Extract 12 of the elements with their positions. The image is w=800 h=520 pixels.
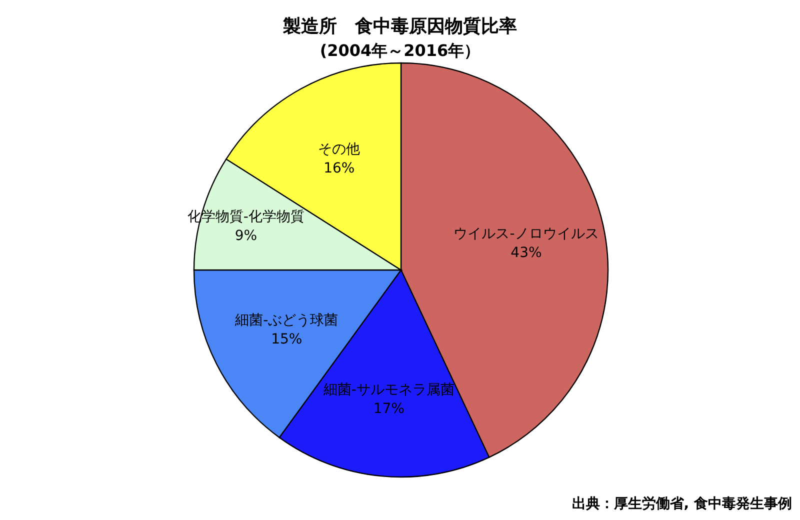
value-label: 17% bbox=[373, 400, 404, 417]
label: ウイルス-ノロウイルス bbox=[454, 226, 599, 242]
label: 細菌-サルモネラ属菌 bbox=[323, 382, 454, 398]
value-label: 16% bbox=[324, 160, 355, 177]
label: その他 bbox=[318, 142, 360, 158]
value-label: 9% bbox=[234, 228, 258, 244]
subtitle: (2004年～2016年） bbox=[320, 41, 480, 60]
value-label: 43% bbox=[510, 245, 542, 261]
annotation: 出典：厚生労働省, 食中毒発生事例 bbox=[572, 496, 792, 512]
value-label: 15% bbox=[271, 331, 302, 348]
label: 細菌-ぶどう球菌 bbox=[235, 312, 338, 328]
title: 製造所 食中毒原因物質比率 bbox=[283, 16, 517, 37]
